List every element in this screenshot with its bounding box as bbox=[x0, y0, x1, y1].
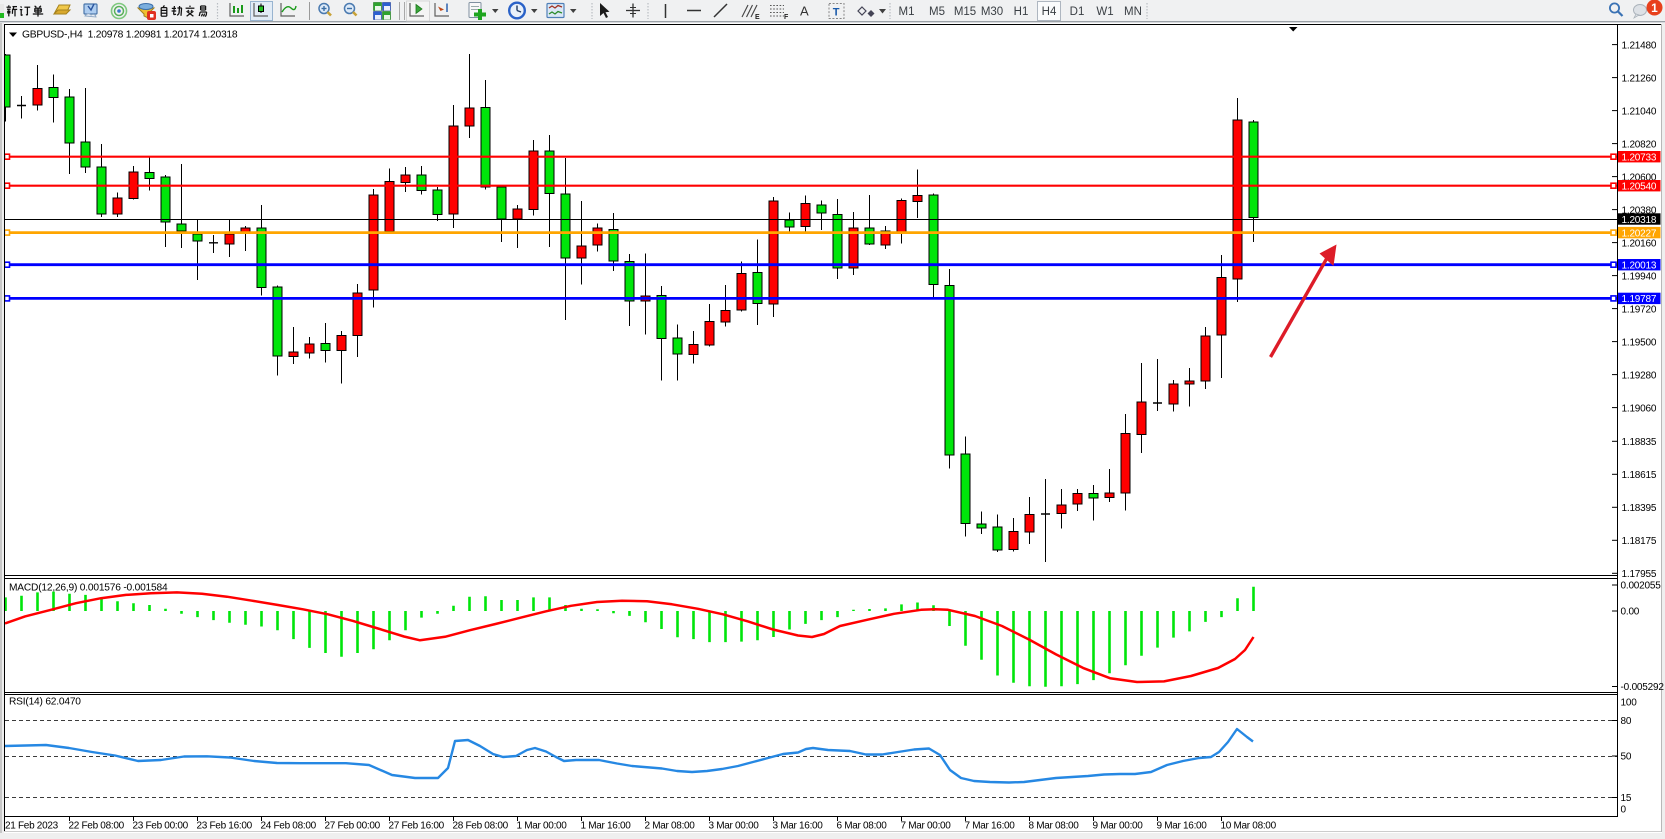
svg-text:1.19940: 1.19940 bbox=[1622, 271, 1657, 282]
svg-text:1.20013: 1.20013 bbox=[1622, 261, 1657, 272]
svg-text:GBPUSD-,H4 1.20978 1.20981 1.: GBPUSD-,H4 1.20978 1.20981 1.20174 1.203… bbox=[22, 30, 238, 41]
svg-text:E: E bbox=[755, 14, 760, 21]
svg-text:A: A bbox=[800, 4, 809, 19]
svg-text:9 Mar 00:00: 9 Mar 00:00 bbox=[1093, 821, 1144, 832]
svg-text:100: 100 bbox=[1621, 698, 1638, 709]
svg-text:1.20227: 1.20227 bbox=[1622, 228, 1657, 239]
svg-text:22 Feb 08:00: 22 Feb 08:00 bbox=[69, 821, 125, 832]
svg-text:1.20380: 1.20380 bbox=[1622, 205, 1657, 216]
svg-text:1.19060: 1.19060 bbox=[1622, 403, 1657, 414]
svg-text:MN: MN bbox=[1124, 6, 1142, 18]
svg-text:T: T bbox=[833, 7, 840, 19]
svg-text:10 Mar 08:00: 10 Mar 08:00 bbox=[1221, 821, 1277, 832]
svg-text:7 Mar 00:00: 7 Mar 00:00 bbox=[901, 821, 952, 832]
svg-text:RSI(14) 62.0470: RSI(14) 62.0470 bbox=[9, 697, 81, 708]
svg-text:3 Mar 16:00: 3 Mar 16:00 bbox=[773, 821, 824, 832]
svg-text:50: 50 bbox=[1621, 752, 1632, 763]
svg-text:24 Feb 08:00: 24 Feb 08:00 bbox=[261, 821, 317, 832]
svg-text:-0.005292: -0.005292 bbox=[1621, 682, 1665, 693]
svg-text:2 Mar 08:00: 2 Mar 08:00 bbox=[645, 821, 696, 832]
svg-text:1.20733: 1.20733 bbox=[1622, 153, 1657, 164]
svg-text:1.17955: 1.17955 bbox=[1622, 569, 1657, 580]
svg-text:27 Feb 16:00: 27 Feb 16:00 bbox=[389, 821, 445, 832]
svg-text:28 Feb 08:00: 28 Feb 08:00 bbox=[453, 821, 509, 832]
svg-text:M15: M15 bbox=[954, 6, 976, 18]
svg-text:23 Feb 16:00: 23 Feb 16:00 bbox=[197, 821, 253, 832]
svg-text:W1: W1 bbox=[1096, 6, 1113, 18]
svg-text:3 Mar 00:00: 3 Mar 00:00 bbox=[709, 821, 760, 832]
svg-text:1.20600: 1.20600 bbox=[1622, 172, 1657, 183]
svg-text:M1: M1 bbox=[899, 6, 915, 18]
svg-text:9 Mar 16:00: 9 Mar 16:00 bbox=[1157, 821, 1208, 832]
svg-text:1.20540: 1.20540 bbox=[1622, 182, 1657, 193]
svg-text:1.21480: 1.21480 bbox=[1622, 40, 1657, 51]
svg-text:1 Mar 16:00: 1 Mar 16:00 bbox=[581, 821, 632, 832]
svg-text:1: 1 bbox=[1651, 1, 1658, 15]
svg-text:6 Mar 08:00: 6 Mar 08:00 bbox=[837, 821, 888, 832]
svg-text:21 Feb 2023: 21 Feb 2023 bbox=[5, 821, 59, 832]
svg-text:1.20820: 1.20820 bbox=[1622, 139, 1657, 150]
svg-text:1.18175: 1.18175 bbox=[1622, 536, 1657, 547]
svg-text:1.18395: 1.18395 bbox=[1622, 503, 1657, 514]
svg-text:M5: M5 bbox=[929, 6, 945, 18]
svg-text:15: 15 bbox=[1621, 793, 1632, 804]
svg-text:1.20318: 1.20318 bbox=[1622, 215, 1657, 226]
svg-text:1.18615: 1.18615 bbox=[1622, 470, 1657, 481]
svg-text:D1: D1 bbox=[1070, 6, 1085, 18]
svg-text:1.19500: 1.19500 bbox=[1622, 337, 1657, 348]
svg-text:H4: H4 bbox=[1042, 6, 1057, 18]
svg-text:8 Mar 08:00: 8 Mar 08:00 bbox=[1029, 821, 1080, 832]
svg-text:0: 0 bbox=[1621, 805, 1627, 816]
svg-text:7 Mar 16:00: 7 Mar 16:00 bbox=[965, 821, 1016, 832]
svg-text:23 Feb 00:00: 23 Feb 00:00 bbox=[133, 821, 189, 832]
svg-text:0.00: 0.00 bbox=[1621, 607, 1640, 618]
svg-text:0.002055: 0.002055 bbox=[1621, 581, 1662, 592]
svg-text:1.20160: 1.20160 bbox=[1622, 238, 1657, 249]
svg-text:1 Mar 00:00: 1 Mar 00:00 bbox=[517, 821, 568, 832]
svg-text:27 Feb 00:00: 27 Feb 00:00 bbox=[325, 821, 381, 832]
svg-text:H1: H1 bbox=[1014, 6, 1029, 18]
svg-text:1.21040: 1.21040 bbox=[1622, 106, 1657, 117]
svg-text:1.19787: 1.19787 bbox=[1622, 294, 1657, 305]
svg-text:1.19720: 1.19720 bbox=[1622, 304, 1657, 315]
svg-text:1.18835: 1.18835 bbox=[1622, 437, 1657, 448]
svg-text:F: F bbox=[784, 14, 789, 21]
svg-text:MACD(12,26,9) 0.001576 -0.0015: MACD(12,26,9) 0.001576 -0.001584 bbox=[9, 583, 168, 594]
svg-text:1.21260: 1.21260 bbox=[1622, 73, 1657, 84]
svg-text:1.19280: 1.19280 bbox=[1622, 370, 1657, 381]
svg-text:M30: M30 bbox=[981, 6, 1003, 18]
svg-text:80: 80 bbox=[1621, 716, 1632, 727]
